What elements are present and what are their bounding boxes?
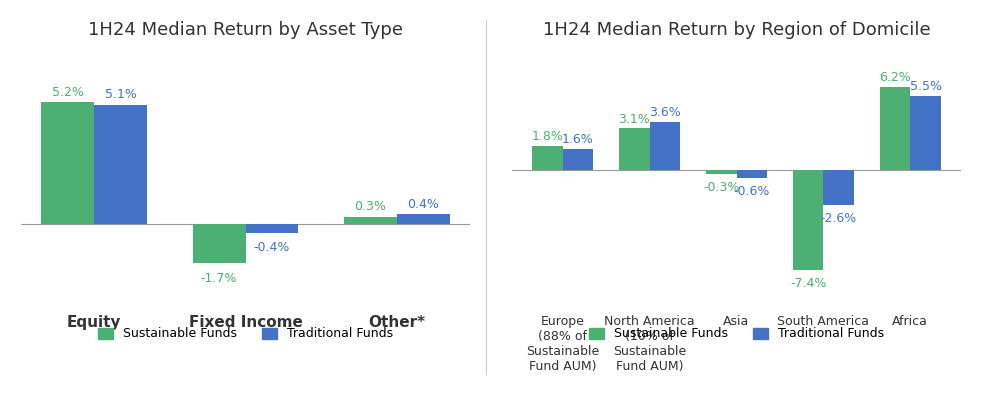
Bar: [910, 96, 941, 170]
Bar: [824, 170, 853, 205]
Bar: [94, 105, 147, 224]
Bar: [192, 224, 246, 264]
Text: 1.6%: 1.6%: [562, 133, 594, 146]
Text: 0.4%: 0.4%: [408, 198, 439, 211]
Bar: [706, 170, 736, 175]
Bar: [880, 87, 910, 170]
Text: 5.1%: 5.1%: [105, 88, 136, 101]
Text: 3.1%: 3.1%: [619, 113, 650, 126]
Text: 3.6%: 3.6%: [649, 106, 681, 119]
Text: 6.2%: 6.2%: [879, 71, 911, 84]
Text: 1.8%: 1.8%: [531, 130, 564, 143]
Text: -0.3%: -0.3%: [703, 181, 739, 194]
Text: -2.6%: -2.6%: [821, 212, 856, 225]
Bar: [649, 122, 680, 170]
Bar: [397, 214, 450, 224]
Text: -7.4%: -7.4%: [790, 277, 827, 290]
Text: 5.2%: 5.2%: [52, 86, 83, 99]
Text: -0.4%: -0.4%: [253, 241, 290, 254]
Bar: [344, 217, 397, 224]
Text: 5.5%: 5.5%: [909, 80, 942, 93]
Title: 1H24 Median Return by Region of Domicile: 1H24 Median Return by Region of Domicile: [543, 21, 930, 39]
Bar: [532, 146, 563, 170]
Legend: Sustainable Funds, Traditional Funds: Sustainable Funds, Traditional Funds: [93, 322, 398, 346]
Text: -1.7%: -1.7%: [201, 271, 238, 284]
Legend: Sustainable Funds, Traditional Funds: Sustainable Funds, Traditional Funds: [584, 322, 889, 346]
Text: -0.6%: -0.6%: [734, 185, 770, 198]
Bar: [793, 170, 824, 270]
Bar: [41, 102, 94, 224]
Bar: [246, 224, 299, 233]
Bar: [736, 170, 767, 178]
Bar: [563, 149, 593, 170]
Title: 1H24 Median Return by Asset Type: 1H24 Median Return by Asset Type: [88, 21, 403, 39]
Bar: [620, 128, 649, 170]
Text: 0.3%: 0.3%: [355, 200, 386, 213]
